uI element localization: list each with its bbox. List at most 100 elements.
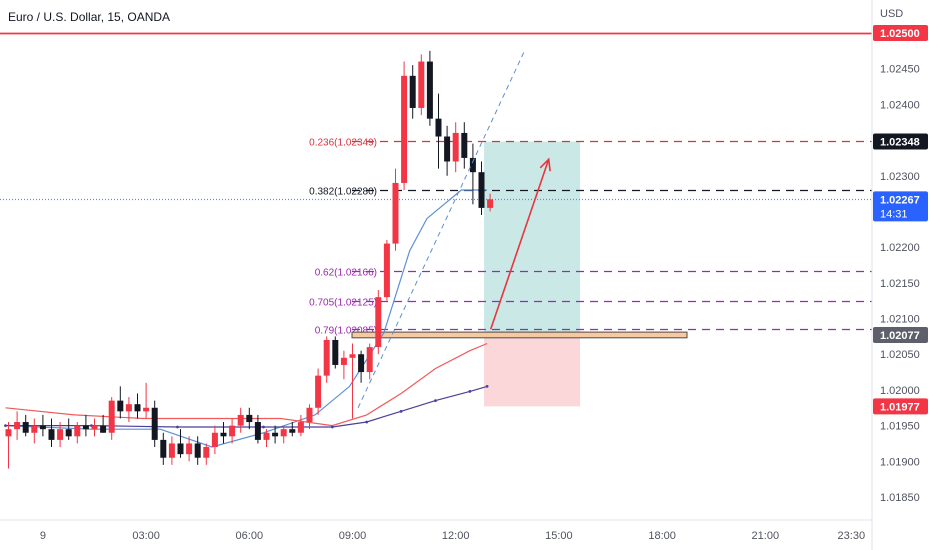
- candle-body: [39, 425, 46, 430]
- level-label: 0.705(1.02125): [309, 298, 377, 309]
- candle-body: [409, 75, 416, 108]
- time-tick-label: 21:00: [752, 530, 780, 542]
- candle-body: [383, 243, 390, 298]
- candle-body: [358, 354, 365, 373]
- candle-body: [160, 439, 167, 458]
- moving-average-line: [5, 342, 488, 427]
- moving-average-dot: [262, 425, 265, 429]
- candle-body: [82, 425, 89, 430]
- time-tick-label: 15:00: [545, 530, 573, 542]
- price-tick-label: 1.02100: [880, 314, 920, 326]
- arrow-shaft: [489, 158, 550, 330]
- level-lines: 0.236(1.02349) 0.382(1.02280) 0.62(1.02166…: [0, 32, 872, 339]
- candle-body: [31, 425, 38, 433]
- candle-body: [220, 432, 227, 437]
- arrow-head: [539, 157, 551, 172]
- badge-last-countdown: 14:31: [880, 208, 908, 220]
- candles: [5, 50, 494, 469]
- candle-body: [418, 61, 425, 108]
- price-tick-label: 1.02400: [880, 99, 920, 111]
- price-tick-label: 1.02450: [880, 64, 920, 76]
- candle-body: [211, 432, 218, 448]
- candle-body: [452, 132, 459, 162]
- moving-average-dot: [330, 425, 334, 429]
- time-tick-label: 9: [40, 530, 46, 542]
- price-tick-label: 1.01950: [880, 421, 920, 433]
- badge-fib-236: [873, 133, 928, 150]
- badge-resistance: [873, 25, 928, 41]
- candle-body: [177, 443, 184, 455]
- level-label: 0.79(1.02085): [315, 326, 377, 337]
- time-tick-label: 18:00: [648, 530, 676, 542]
- candle-body: [349, 354, 356, 358]
- candle-body: [340, 357, 347, 365]
- candle-body: [134, 404, 141, 412]
- moving-average-dot: [468, 389, 472, 393]
- candle-body: [263, 432, 270, 440]
- candle-body: [478, 172, 485, 208]
- candle-body: [22, 422, 29, 433]
- candle-body: [461, 132, 468, 158]
- candle-body: [57, 429, 64, 440]
- candle-body: [469, 157, 476, 173]
- candle-body: [65, 429, 72, 437]
- price-tick-label: 1.02300: [880, 171, 920, 183]
- candle-body: [194, 443, 201, 458]
- stop-zone: [484, 334, 581, 407]
- candle-body: [168, 443, 175, 458]
- candle-body: [74, 425, 81, 437]
- candle-body: [297, 422, 304, 433]
- price-tick-label: 1.02050: [880, 349, 920, 361]
- moving-average-dot: [176, 425, 179, 429]
- candle-body: [375, 297, 382, 348]
- candle-body: [366, 347, 373, 373]
- candle-body: [143, 407, 150, 412]
- candle-body: [246, 414, 253, 423]
- candle-body: [203, 447, 210, 458]
- symbol-title: Euro / U.S. Dollar, 15, OANDA: [8, 10, 171, 24]
- position-zones: [484, 141, 581, 407]
- moving-average-dot: [4, 424, 7, 428]
- moving-average-dot: [434, 399, 437, 403]
- drawings: [357, 50, 551, 408]
- moving-average-line: [5, 189, 488, 448]
- candle-body: [401, 75, 408, 183]
- moving-average-dot: [365, 420, 369, 424]
- trendline: [357, 50, 525, 408]
- moving-average-line: [5, 385, 488, 428]
- price-tick-label: 1.01900: [880, 456, 920, 468]
- moving-average-dot: [485, 384, 489, 388]
- time-tick-label: 12:00: [442, 530, 470, 542]
- candle-body: [332, 339, 339, 365]
- price-tick-label: 1.01850: [880, 492, 920, 504]
- level-label: 0.236(1.02349): [309, 138, 377, 149]
- currency-label: USD: [880, 8, 904, 20]
- level-label: 0.382(1.02280): [309, 187, 377, 198]
- time-tick-label: 23:30: [838, 530, 866, 542]
- price-tick-label: 1.02000: [880, 385, 920, 397]
- badge-resistance-text: 1.02500: [880, 28, 920, 40]
- candle-body: [280, 429, 287, 437]
- candle-body: [392, 182, 399, 244]
- candle-body: [14, 422, 21, 430]
- time-tick-label: 03:00: [132, 530, 160, 542]
- level-label: 0.62(1.02166): [315, 268, 377, 279]
- candle-body: [426, 61, 433, 119]
- price-tick-label: 1.02150: [880, 278, 920, 290]
- candle-body: [186, 443, 193, 455]
- candle-body: [125, 404, 132, 412]
- candle-body: [229, 425, 236, 437]
- candle-body: [272, 432, 279, 437]
- candle-body: [444, 136, 451, 162]
- badge-last-text: 1.02267: [880, 194, 920, 206]
- badge-stop-text: 1.01977: [880, 401, 920, 413]
- candle-body: [323, 339, 330, 376]
- candle-body: [108, 400, 115, 433]
- price-tick-label: 1.02200: [880, 242, 920, 254]
- candle-body: [100, 425, 107, 433]
- candle-body: [289, 429, 296, 433]
- badge-fib-236-text: 1.02348: [880, 137, 920, 149]
